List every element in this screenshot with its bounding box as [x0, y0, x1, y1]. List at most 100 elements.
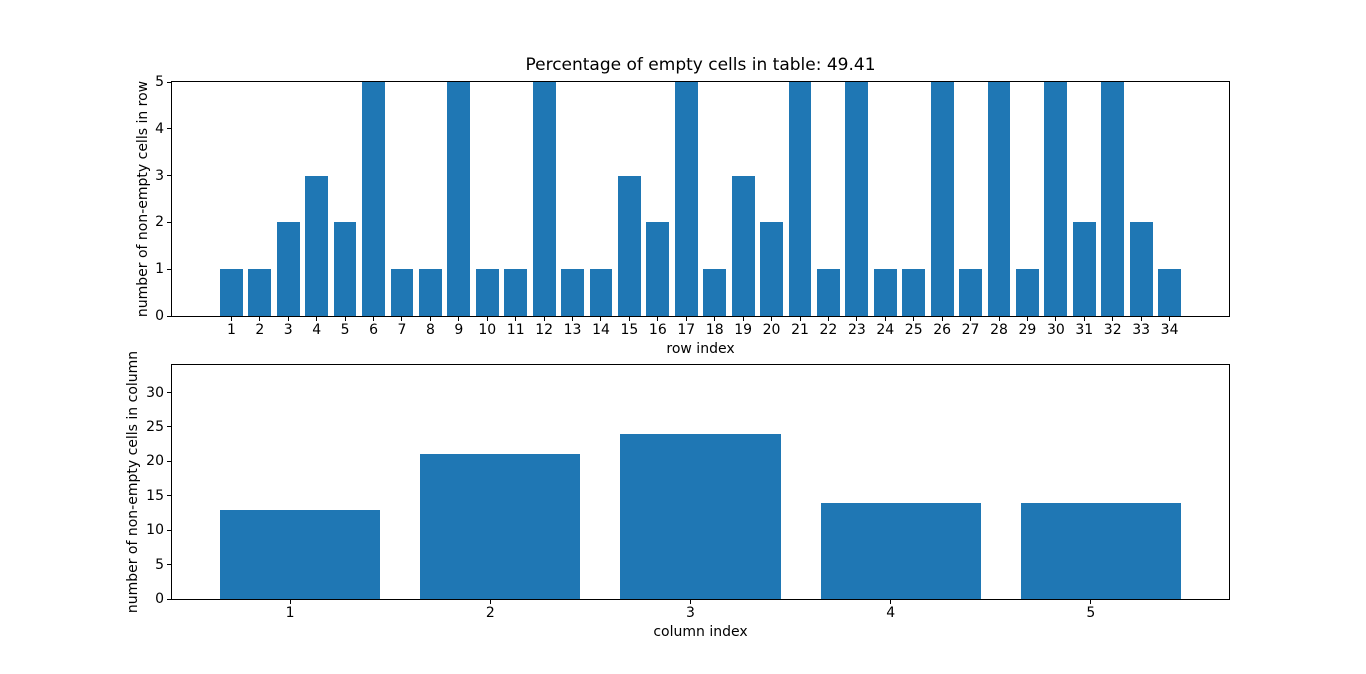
x-tick-label: 26	[933, 322, 952, 338]
bar	[845, 82, 869, 316]
x-tick	[1026, 317, 1028, 321]
x-tick-label: 16	[648, 322, 667, 338]
x-tick	[799, 317, 801, 321]
bar	[220, 269, 243, 316]
x-tick	[230, 317, 232, 321]
x-tick	[373, 317, 375, 321]
chart1-title: Percentage of empty cells in table: 49.4…	[525, 55, 876, 75]
x-tick	[1140, 317, 1142, 321]
x-tick-label: 9	[454, 322, 464, 338]
y-tick-label: 1	[155, 261, 164, 278]
x-tick	[771, 317, 773, 321]
bar	[1044, 82, 1068, 316]
x-tick-label: 10	[478, 322, 497, 338]
bar	[1158, 269, 1181, 316]
x-tick-label: 12	[535, 322, 554, 338]
x-tick	[543, 317, 545, 321]
x-tick-label: 6	[369, 322, 379, 338]
y-tick	[167, 315, 171, 317]
x-tick	[1169, 317, 1171, 321]
x-tick-label: 7	[397, 322, 407, 338]
x-tick	[890, 600, 892, 604]
x-tick	[856, 317, 858, 321]
bar	[987, 82, 1011, 316]
x-tick	[689, 600, 691, 604]
x-tick-label: 25	[904, 322, 923, 338]
bar	[276, 222, 300, 316]
y-tick	[167, 460, 171, 462]
bar	[873, 269, 897, 316]
x-tick-label: 5	[1086, 605, 1096, 621]
x-tick-label: 3	[283, 322, 293, 338]
bar	[703, 269, 727, 316]
x-tick-label: 8	[425, 322, 435, 338]
x-tick	[1055, 317, 1057, 321]
x-tick	[289, 600, 291, 604]
bar	[475, 269, 499, 316]
y-tick-label: 2	[155, 214, 164, 231]
x-tick-label: 31	[1075, 322, 1094, 338]
y-tick	[167, 175, 171, 177]
x-tick	[1083, 317, 1085, 321]
x-tick-label: 1	[226, 322, 236, 338]
chart1-y-axis-label: number of non-empty cells in row	[135, 80, 151, 318]
x-tick-label: 3	[686, 605, 695, 621]
bar	[1101, 82, 1125, 316]
y-tick-label: 0	[155, 308, 164, 324]
bar	[620, 433, 781, 599]
bar	[1020, 502, 1181, 599]
bar	[760, 222, 783, 316]
bar	[902, 269, 926, 316]
x-tick-label: 32	[1103, 322, 1122, 338]
y-tick	[167, 495, 171, 497]
x-tick-label: 21	[791, 322, 809, 338]
bar	[731, 175, 755, 316]
y-tick-label: 5	[155, 556, 164, 573]
x-tick	[489, 600, 491, 604]
y-tick-label: 10	[146, 522, 164, 539]
chart2-y-axis-label: number of non-empty cells in column	[125, 350, 141, 614]
bar	[674, 82, 698, 316]
x-tick	[970, 317, 972, 321]
y-tick	[167, 529, 171, 531]
x-tick-label: 24	[876, 322, 895, 338]
y-tick-label: 25	[146, 418, 164, 435]
x-tick-label: 23	[847, 322, 866, 338]
x-tick	[998, 317, 1000, 321]
x-tick	[941, 317, 943, 321]
x-tick-label: 22	[819, 322, 838, 338]
x-tick	[401, 317, 403, 321]
bar	[305, 175, 329, 316]
bar	[817, 269, 840, 316]
x-tick	[316, 317, 318, 321]
x-tick-label: 2	[255, 322, 265, 338]
x-tick	[827, 317, 829, 321]
x-tick	[685, 317, 687, 321]
x-tick	[259, 317, 261, 321]
x-tick-label: 27	[961, 322, 980, 338]
bar	[1129, 222, 1153, 316]
bar	[362, 82, 385, 316]
x-tick	[486, 317, 488, 321]
x-tick	[572, 317, 574, 321]
y-tick	[167, 268, 171, 270]
bar	[930, 82, 954, 316]
y-tick	[167, 221, 171, 223]
bar	[959, 269, 982, 316]
x-tick-label: 11	[506, 322, 525, 338]
bar	[618, 175, 641, 316]
x-tick	[714, 317, 716, 321]
bar	[1072, 222, 1096, 316]
y-tick	[167, 128, 171, 130]
chart2-plot-area: 1 2 3 4 5 0 5 10 15 20 25 30	[146, 364, 1230, 621]
x-tick-label: 28	[990, 322, 1008, 338]
x-tick-label: 20	[762, 322, 781, 338]
y-tick-label: 15	[146, 487, 164, 504]
x-tick	[344, 317, 346, 321]
chart1-plot-area: 1 2 3 4 5 6 7 8 9 10 11 12 13 14 15 16 17 18 19 20 21 22 23 24 2…	[155, 75, 1230, 338]
x-tick-label: 4	[312, 322, 322, 338]
chart1-x-axis-label: row index	[666, 341, 735, 357]
bar	[248, 269, 272, 316]
x-tick-label: 19	[734, 322, 753, 338]
